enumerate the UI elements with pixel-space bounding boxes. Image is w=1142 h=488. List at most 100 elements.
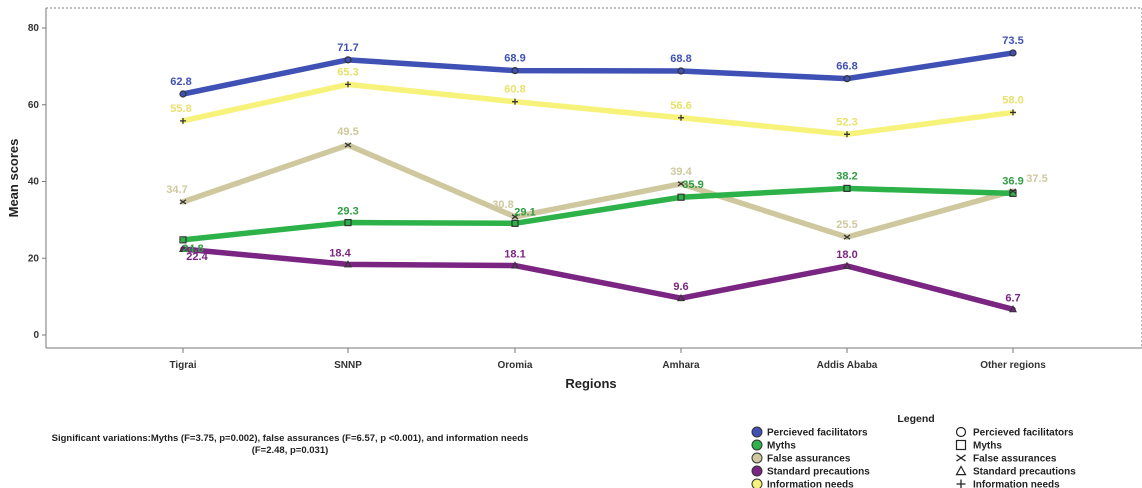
data-point — [345, 81, 351, 88]
x-tick-label: Tigrai — [169, 360, 196, 371]
data-label: 22.4 — [186, 251, 208, 263]
data-label: 30.8 — [492, 199, 513, 211]
data-point — [512, 98, 518, 105]
y-tick-label: 0 — [33, 330, 39, 341]
data-label: 35.9 — [682, 179, 703, 191]
data-point — [678, 114, 684, 121]
data-point — [343, 260, 353, 268]
data-label: 37.5 — [1026, 173, 1047, 185]
legend-marker-label: Percieved facilitators — [973, 428, 1074, 439]
data-label: 49.5 — [337, 126, 358, 138]
series-line-standard-precautions — [180, 246, 1016, 313]
data-point — [1009, 49, 1017, 57]
data-point — [843, 75, 851, 83]
data-label: 29.1 — [514, 206, 535, 218]
legend-marker-label: Standard precautions — [973, 467, 1076, 478]
series-line-false-assurances — [180, 142, 1016, 240]
legend-marker-symbol — [955, 439, 967, 451]
data-point — [844, 131, 850, 138]
x-tick-label: Oromia — [497, 360, 532, 371]
data-point — [511, 219, 519, 227]
data-label: 29.3 — [337, 206, 358, 218]
data-point — [344, 56, 352, 64]
data-label: 55.8 — [170, 103, 191, 115]
data-label: 6.7 — [1005, 292, 1020, 304]
significance-note: Significant variations:Myths (F=3.75, p=… — [51, 433, 529, 456]
x-tick-label: Amhara — [662, 360, 700, 371]
data-label: 18.1 — [504, 249, 525, 261]
data-label: 9.6 — [673, 281, 688, 293]
legend-color-label: Standard precautions — [767, 467, 870, 478]
data-point — [510, 261, 520, 269]
y-tick-label: 20 — [28, 253, 40, 264]
data-point — [843, 184, 851, 193]
legend-color-label: Information needs — [767, 480, 854, 488]
legend-swatch — [751, 426, 763, 438]
data-label: 68.9 — [504, 53, 525, 65]
data-point — [677, 181, 685, 187]
series-line-information-needs — [180, 81, 1016, 138]
data-point — [676, 293, 686, 302]
data-point — [344, 142, 352, 148]
legend-marker-symbol — [956, 454, 966, 462]
data-label: 18.4 — [329, 247, 351, 259]
legend-marker-symbol — [956, 479, 966, 488]
legend-marker-symbol — [955, 465, 967, 476]
data-point — [842, 261, 852, 269]
data-label: 34.7 — [166, 184, 187, 196]
legend-swatch — [751, 452, 763, 464]
data-point — [179, 199, 187, 205]
data-label: 73.5 — [1002, 35, 1023, 47]
x-tick-label: SNNP — [334, 360, 362, 371]
data-point — [1008, 305, 1018, 313]
data-label: 24.8 — [182, 243, 203, 255]
data-label: 18.0 — [836, 249, 857, 261]
y-tick-label: 40 — [28, 177, 40, 188]
y-tick-label: 80 — [28, 23, 40, 34]
legend-swatch — [751, 465, 763, 477]
data-label: 38.2 — [836, 170, 857, 182]
x-tick-label: Other regions — [980, 360, 1046, 371]
data-label: 68.8 — [670, 53, 691, 65]
data-point — [511, 214, 519, 220]
legend-color-label: Percieved facilitators — [767, 428, 868, 439]
data-label: 65.3 — [337, 66, 358, 78]
x-axis-title: Regions — [565, 376, 616, 391]
data-label: 60.8 — [504, 84, 525, 96]
data-point — [843, 234, 851, 240]
data-point — [677, 67, 685, 75]
series-line-percieved-facilitators — [180, 50, 1016, 97]
series-line-myths — [180, 185, 1016, 243]
data-point — [1010, 109, 1016, 116]
data-point — [178, 244, 188, 253]
legend-color-label: False assurances — [767, 454, 851, 465]
data-point — [179, 90, 187, 98]
data-point — [180, 117, 186, 124]
legend-marker-symbol — [955, 426, 967, 438]
legend-marker-label: False assurances — [973, 454, 1057, 465]
data-label: 62.8 — [170, 76, 191, 88]
data-label: 25.5 — [836, 219, 857, 231]
data-label: 71.7 — [337, 42, 358, 54]
data-label: 39.4 — [670, 166, 692, 178]
data-point — [179, 236, 187, 244]
legend-colors: Percieved facilitators Myths False assuran… — [751, 426, 870, 488]
data-label: 66.8 — [836, 61, 857, 73]
legend-marker-label: Myths — [973, 441, 1002, 452]
data-point — [1009, 188, 1017, 194]
legend-swatch — [751, 478, 763, 488]
data-point — [677, 193, 685, 201]
data-label: 56.6 — [670, 100, 691, 112]
legend-title: Legend — [897, 413, 934, 425]
data-point — [344, 218, 352, 227]
y-axis-title: Mean scores — [6, 139, 21, 218]
data-label: 36.9 — [1002, 175, 1023, 187]
data-point — [511, 66, 519, 75]
y-tick-label: 60 — [28, 100, 40, 111]
data-label: 52.3 — [836, 116, 857, 128]
data-label: 58.0 — [1002, 94, 1023, 106]
legend-swatch — [751, 439, 763, 451]
x-tick-label: Addis Ababa — [817, 360, 878, 371]
legend-color-label: Myths — [767, 441, 796, 452]
